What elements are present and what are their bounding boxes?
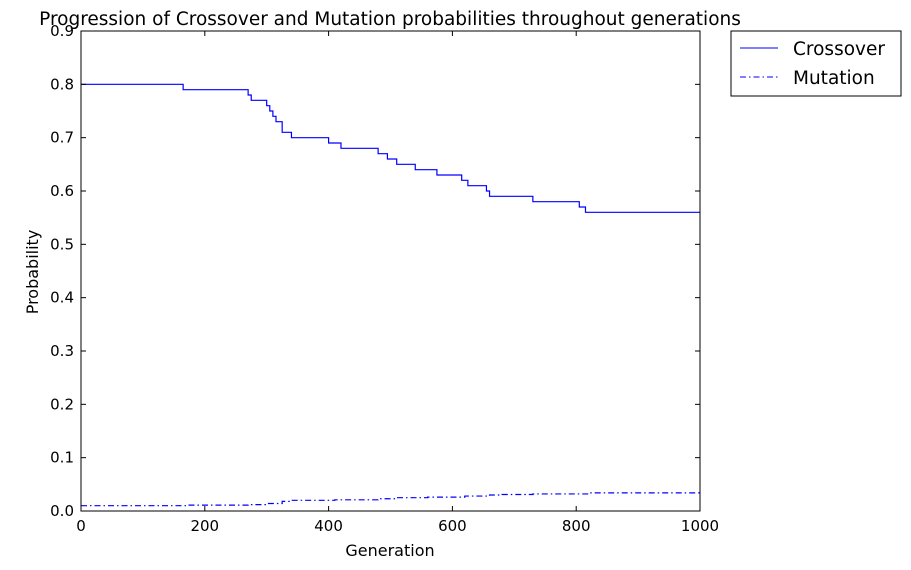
x-tick-label: 0 [76,517,86,535]
y-tick-label: 0.6 [50,182,74,200]
y-tick-label: 0.2 [50,395,74,413]
y-tick-label: 0.4 [50,289,74,307]
y-tick-label: 0.8 [50,75,74,93]
y-tick-label: 0.1 [50,449,74,467]
x-tick-label: 200 [190,517,219,535]
plot-frame [80,30,701,512]
legend-label-mutation: Mutation [793,68,875,89]
series-line-crossover [81,83,700,213]
x-axis-label: Generation [345,541,434,560]
y-tick-label: 0.5 [50,235,74,253]
ticks-layer: 0 200 400 600 800 1000 0.0 0.1 0.2 0.3 0.4 0.5 0.6 0.… [50,22,719,535]
series-layer [81,83,700,507]
y-tick-label: 0.3 [50,342,74,360]
chart-title: Progression of Crossover and Mutation pr… [39,9,741,30]
legend: Crossover Mutation [730,30,902,97]
x-tick-label: 400 [314,517,343,535]
legend-label-crossover: Crossover [793,39,885,60]
y-tick-label: 0.9 [50,22,74,40]
series-line-mutation [81,492,700,507]
y-tick-label: 0.7 [50,129,74,147]
legend-frame [730,30,902,97]
x-tick-label: 600 [438,517,467,535]
x-tick-label: 1000 [681,517,719,535]
y-tick-label: 0.0 [50,502,74,520]
x-tick-label: 800 [562,517,591,535]
y-axis-label: Probability [23,230,42,315]
